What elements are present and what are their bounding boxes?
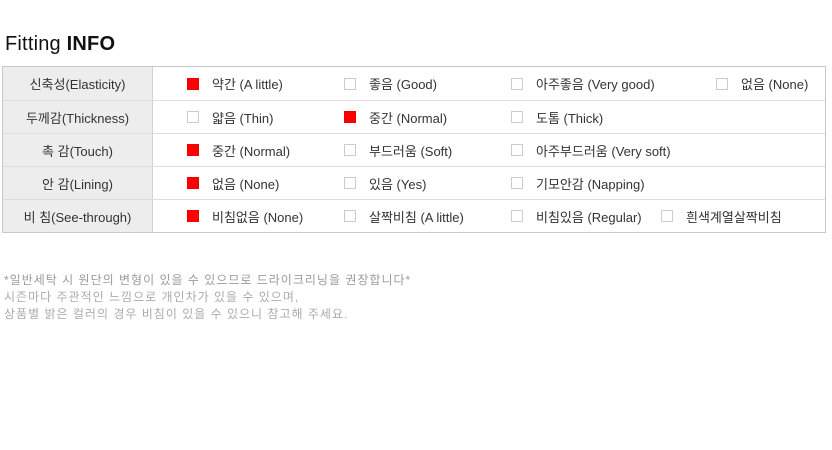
row-label: 두께감(Thickness) [3, 101, 153, 133]
option-label: 흰색계열살짝비침 [686, 209, 782, 225]
option-label: 아주좋음 (Very good) [536, 77, 655, 92]
fitting-table: 신축성(Elasticity) 약간 (A little) 좋음 (Good) … [2, 66, 826, 233]
option-label: 얇음 (Thin) [212, 110, 274, 126]
table-row: 비 침(See-through) 비침없음 (None) 살짝비침 (A lit… [3, 199, 825, 232]
fitting-option: 있음 (Yes) [344, 174, 511, 193]
page-title-regular: Fitting [5, 33, 61, 55]
checkbox-icon[interactable] [187, 210, 199, 222]
option-label: 비침있음 (Regular) [536, 209, 642, 225]
option-label: 중간 (Normal) [212, 143, 291, 159]
page-title: Fitting INFO [5, 33, 115, 56]
fitting-option: 도톰 (Thick) [511, 108, 603, 127]
care-note-line: *일반세탁 시 원단의 변형이 있을 수 있으므로 드라이크리닝을 권장합니다* [4, 273, 412, 287]
row-options: 중간 (Normal) 부드러움 (Soft) 아주부드러움 (Very sof… [153, 134, 825, 166]
row-options: 약간 (A little) 좋음 (Good) 아주좋음 (Very good)… [153, 67, 825, 100]
option-label: 아주부드러움 (Very soft) [536, 143, 671, 159]
fitting-option: 약간 (A little) [187, 74, 344, 93]
checkbox-icon[interactable] [344, 210, 356, 222]
checkbox-icon[interactable] [187, 111, 199, 123]
option-label: 약간 (A little) [212, 77, 283, 92]
checkbox-icon[interactable] [344, 144, 356, 156]
row-label: 안 감(Lining) [3, 167, 153, 199]
fitting-option: 없음 (None) [716, 74, 808, 93]
checkbox-icon[interactable] [511, 111, 523, 123]
fitting-option: 중간 (Normal) [187, 141, 344, 160]
option-label: 좋음 (Good) [369, 77, 437, 92]
option-label: 없음 (None) [741, 77, 809, 92]
care-note-line: 상품별 밝은 컬러의 경우 비침이 있을 수 있으니 참고해 주세요. [4, 307, 349, 321]
row-options: 얇음 (Thin) 중간 (Normal) 도톰 (Thick) [153, 101, 825, 133]
checkbox-icon[interactable] [344, 77, 356, 90]
option-label: 부드러움 (Soft) [369, 143, 453, 159]
checkbox-icon[interactable] [187, 144, 199, 156]
checkbox-icon[interactable] [344, 177, 356, 189]
row-options: 비침없음 (None) 살짝비침 (A little) 비침있음 (Regula… [153, 200, 825, 232]
fitting-option: 좋음 (Good) [344, 74, 511, 93]
table-row: 안 감(Lining) 없음 (None) 있음 (Yes) 기모안감 (Nap… [3, 166, 825, 199]
fitting-option: 없음 (None) [187, 174, 344, 193]
fitting-option: 비침있음 (Regular) [511, 207, 661, 226]
fitting-option: 기모안감 (Napping) [511, 174, 645, 193]
checkbox-icon[interactable] [187, 77, 199, 90]
checkbox-icon[interactable] [344, 111, 356, 123]
care-note-line: 시즌마다 주관적인 느낌으로 개인차가 있을 수 있으며, [4, 290, 300, 304]
option-label: 살짝비침 (A little) [369, 209, 464, 225]
row-options: 없음 (None) 있음 (Yes) 기모안감 (Napping) [153, 167, 825, 199]
checkbox-icon[interactable] [511, 210, 523, 222]
table-row: 촉 감(Touch) 중간 (Normal) 부드러움 (Soft) 아주부드러… [3, 133, 825, 166]
fitting-option: 살짝비침 (A little) [344, 207, 511, 226]
care-notes: *일반세탁 시 원단의 변형이 있을 수 있으므로 드라이크리닝을 권장합니다*… [4, 273, 411, 324]
checkbox-icon[interactable] [187, 177, 199, 189]
option-label: 중간 (Normal) [369, 110, 448, 126]
option-label: 있음 (Yes) [369, 176, 427, 192]
fitting-option: 얇음 (Thin) [187, 108, 344, 127]
fitting-option: 아주부드러움 (Very soft) [511, 141, 671, 160]
option-label: 비침없음 (None) [212, 209, 304, 225]
page-title-bold: INFO [66, 33, 116, 55]
fitting-option: 아주좋음 (Very good) [511, 74, 716, 93]
row-label: 촉 감(Touch) [3, 134, 153, 166]
option-label: 기모안감 (Napping) [536, 176, 645, 192]
checkbox-icon[interactable] [716, 77, 728, 90]
checkbox-icon[interactable] [511, 77, 523, 90]
row-label: 비 침(See-through) [3, 200, 153, 232]
row-label: 신축성(Elasticity) [3, 67, 153, 100]
option-label: 없음 (None) [212, 176, 280, 192]
checkbox-icon[interactable] [511, 177, 523, 189]
table-row: 신축성(Elasticity) 약간 (A little) 좋음 (Good) … [3, 67, 825, 100]
checkbox-icon[interactable] [661, 210, 673, 222]
fitting-option: 비침없음 (None) [187, 207, 344, 226]
fitting-option: 부드러움 (Soft) [344, 141, 511, 160]
table-row: 두께감(Thickness) 얇음 (Thin) 중간 (Normal) 도톰 … [3, 100, 825, 133]
option-label: 도톰 (Thick) [536, 110, 604, 126]
fitting-option: 중간 (Normal) [344, 108, 511, 127]
checkbox-icon[interactable] [511, 144, 523, 156]
fitting-option: 흰색계열살짝비침 [661, 207, 782, 226]
